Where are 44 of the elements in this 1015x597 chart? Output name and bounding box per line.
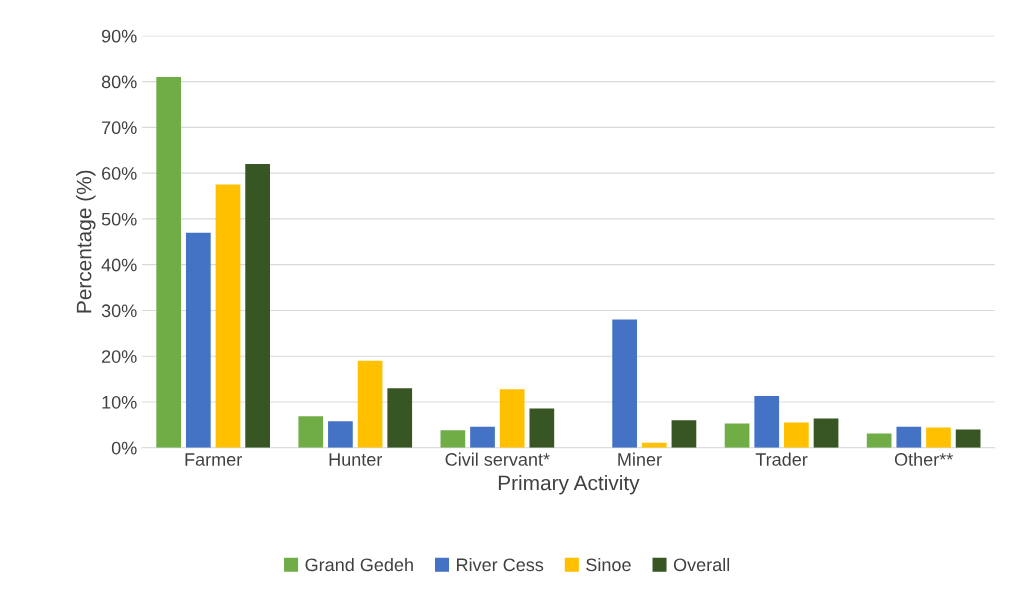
legend-label: Sinoe [586,557,631,572]
y-tick-label: 40% [101,258,137,272]
bar [955,429,981,448]
y-tick-label: 70% [102,121,137,135]
x-tick-label: Civil servant* [445,452,550,466]
legend-label: Overall [673,557,730,572]
y-tick-label: 0% [111,441,137,455]
x-tick-label: Miner [618,452,662,466]
bar [298,416,324,448]
bar [499,389,525,448]
bar [813,418,839,448]
x-tick-label: Hunter [329,453,383,466]
bar [470,426,495,448]
bar [357,360,383,448]
bar [896,426,922,448]
y-tick-label: 30% [101,304,137,318]
x-tick-label: Farmer [185,453,242,466]
x-axis-title: Primary Activity [498,475,640,495]
bar [529,408,555,448]
y-tick-label: 80% [101,75,137,89]
y-tick-label: 50% [101,212,137,226]
y-tick-label: 10% [102,395,137,409]
bar [612,319,637,448]
y-axis-title: Percentage (%) [76,170,96,313]
y-tick-label: 90% [101,29,137,43]
legend-label: Grand Gedeh [305,557,413,572]
x-tick-label: Trader [755,452,808,466]
bar [724,423,750,448]
legend-label: River Cess [457,557,544,572]
y-tick-label: 20% [102,350,137,363]
bar [328,421,353,448]
bar [215,184,241,448]
y-tick-label: 60% [102,167,137,180]
x-tick-label: Other** [894,452,953,466]
bar [784,422,809,448]
bar [156,77,182,448]
bar [440,430,466,448]
bar [387,388,413,448]
bar [185,232,211,448]
bar [866,433,892,448]
bar [754,396,780,448]
bar [245,163,270,448]
bar [926,427,951,448]
bar [671,420,697,448]
